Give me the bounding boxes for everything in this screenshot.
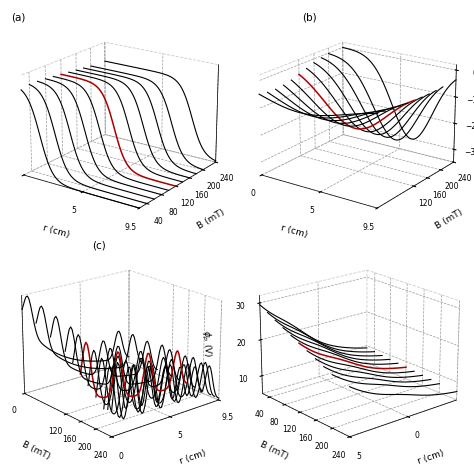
Text: (a): (a): [11, 13, 26, 23]
Text: (c): (c): [92, 241, 106, 251]
Text: (b): (b): [301, 13, 316, 23]
Y-axis label: B (mT): B (mT): [434, 208, 465, 231]
Y-axis label: B (mT): B (mT): [196, 208, 227, 231]
Y-axis label: B (mT): B (mT): [20, 440, 51, 462]
X-axis label: r (cm): r (cm): [280, 223, 309, 239]
X-axis label: r (cm): r (cm): [417, 448, 446, 465]
X-axis label: r (cm): r (cm): [179, 448, 208, 465]
Y-axis label: B (mT): B (mT): [258, 440, 289, 462]
X-axis label: r (cm): r (cm): [42, 223, 71, 239]
